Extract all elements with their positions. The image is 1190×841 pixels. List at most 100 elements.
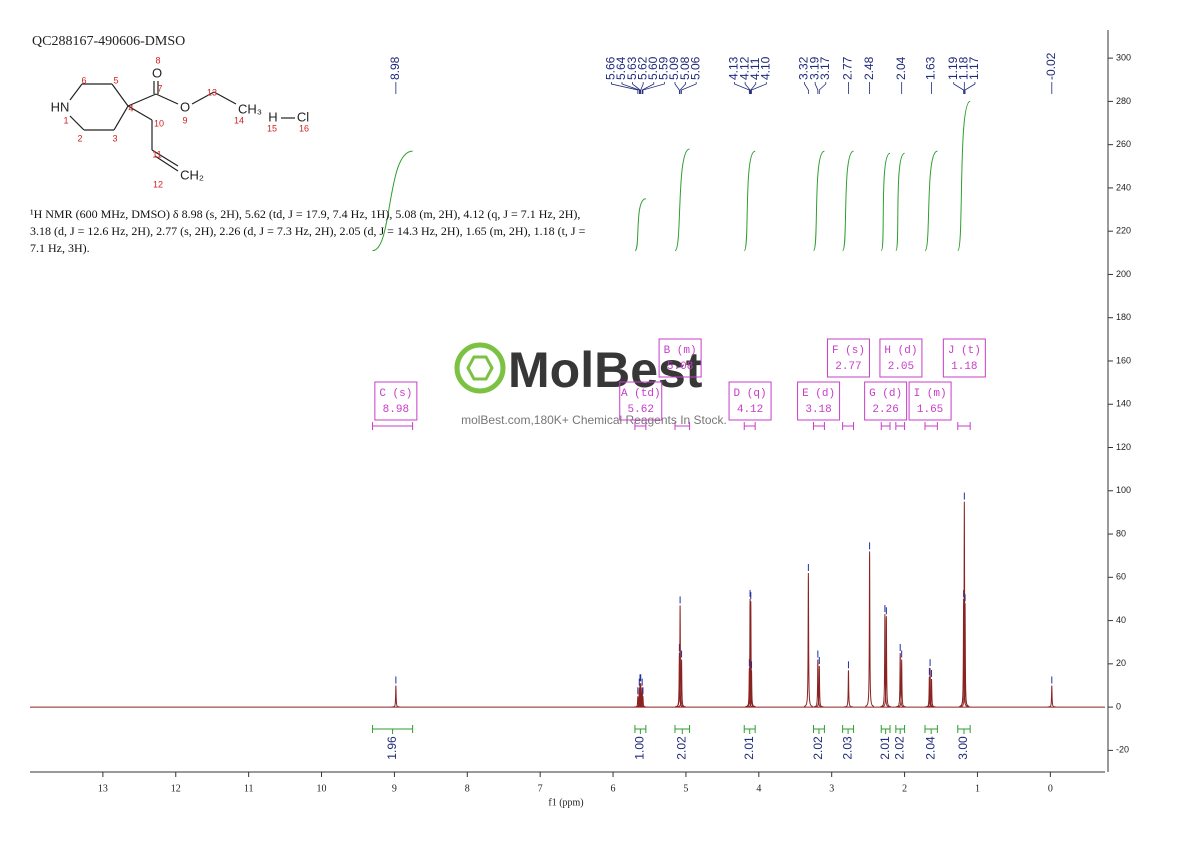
atom-number: 2 [77, 133, 82, 143]
peak-leader [818, 82, 827, 94]
atom-number: 12 [153, 179, 163, 189]
peak-leader [640, 82, 644, 94]
y-tick-label: 240 [1116, 182, 1131, 192]
x-tick-label: 13 [98, 783, 108, 794]
y-tick-label: 220 [1116, 226, 1131, 236]
peak-label: 1.17 [967, 56, 981, 80]
atom-number: 13 [207, 87, 217, 97]
y-tick-label: 60 [1116, 572, 1126, 582]
peak-leader [674, 82, 680, 94]
multiplet-bracket [924, 422, 938, 430]
y-tick-label: 140 [1116, 399, 1131, 409]
y-tick-label: 280 [1116, 96, 1131, 106]
y-tick-label: 0 [1116, 701, 1121, 711]
multiplet-label: C (s) [379, 388, 412, 400]
peak [813, 659, 823, 708]
multiplet-box [374, 381, 418, 421]
x-tick-label: 5 [683, 783, 688, 794]
atom-number: 11 [152, 149, 161, 159]
multiplet-label: H (d) [884, 345, 917, 357]
atom-number: 7 [157, 83, 162, 93]
x-tick-label: 10 [317, 783, 327, 794]
peak-label: 5.59 [657, 56, 671, 80]
watermark-brand: MolBest [508, 342, 703, 398]
atom-number: 10 [154, 118, 164, 128]
integral-curve [674, 148, 690, 252]
y-tick-label: 20 [1116, 658, 1126, 668]
peak-leader [610, 82, 639, 94]
peak [895, 653, 905, 708]
integral-bracket [372, 725, 414, 734]
atom-label: HN [51, 99, 70, 114]
peak-label: 4.12 [737, 56, 751, 80]
peak-label: 8.98 [388, 56, 402, 80]
x-axis-label: f1 (ppm) [548, 797, 583, 808]
x-tick-label: 3 [829, 783, 834, 794]
peak-leader [681, 82, 697, 94]
integral-curve [957, 100, 971, 252]
atom-number: 5 [113, 75, 118, 85]
y-tick-label: 260 [1116, 139, 1131, 149]
atom-label: O [152, 65, 162, 80]
peak [865, 551, 875, 707]
integral-bracket [812, 725, 825, 734]
x-tick-label: 2 [902, 783, 907, 794]
integral-bracket [895, 725, 906, 734]
watermark-logo [454, 342, 506, 394]
peak [814, 665, 824, 708]
integral-label: 2.02 [811, 736, 825, 760]
peak [897, 659, 907, 708]
peak-leader [744, 82, 751, 94]
atom-number: 1 [63, 115, 68, 125]
atom-number: 15 [267, 123, 277, 133]
integral-label: 3.00 [956, 736, 970, 760]
peak [803, 572, 813, 707]
x-tick-label: 8 [465, 783, 470, 794]
multiplet-shift: 2.26 [872, 404, 898, 416]
peak [880, 614, 890, 708]
integral-bracket [957, 725, 971, 734]
multiplet-shift: 2.77 [835, 361, 861, 373]
integral-label: 1.96 [385, 736, 399, 760]
multiplet-shift: 4.12 [737, 404, 763, 416]
peak-label: 4.10 [759, 56, 773, 80]
atom-number: 14 [234, 115, 244, 125]
x-tick-label: 9 [392, 783, 397, 794]
peak-leader [632, 82, 641, 94]
multiplet-bracket [674, 422, 691, 430]
integral-curve [812, 150, 825, 252]
peak [391, 685, 401, 708]
integral-curve [743, 150, 756, 252]
peak-leader [814, 82, 819, 94]
atom-number: 3 [112, 133, 117, 143]
peak-leader [641, 82, 655, 94]
peak-leader [964, 82, 976, 94]
y-tick-label: 180 [1116, 312, 1131, 322]
structure-bonds [69, 81, 295, 172]
integral-bracket [634, 725, 647, 734]
peak [747, 670, 756, 708]
multiplet-shift: 5.08 [667, 361, 693, 373]
peak-label: 5.06 [688, 56, 702, 80]
integral-label: 2.01 [878, 736, 892, 760]
y-tick-label: 80 [1116, 528, 1126, 538]
peak-leader [953, 82, 965, 94]
integral-label: 2.02 [892, 736, 906, 760]
y-tick-label: 120 [1116, 442, 1131, 452]
multiplet-bracket [842, 422, 855, 430]
peak-label: 5.09 [667, 56, 681, 80]
peak-label: 1.63 [924, 56, 938, 80]
multiplet-shift: 3.18 [805, 404, 831, 416]
peak-leader [750, 82, 757, 94]
peak-label: 2.48 [862, 56, 876, 80]
peak-label: 5.60 [646, 56, 660, 80]
peak [844, 670, 853, 708]
multiplet-box [658, 338, 702, 378]
y-tick-label: 200 [1116, 269, 1131, 279]
atom-label: Cl [297, 109, 309, 124]
peak-label: 5.08 [678, 56, 692, 80]
x-tick-label: 0 [1048, 783, 1053, 794]
integral-curve [895, 152, 906, 252]
